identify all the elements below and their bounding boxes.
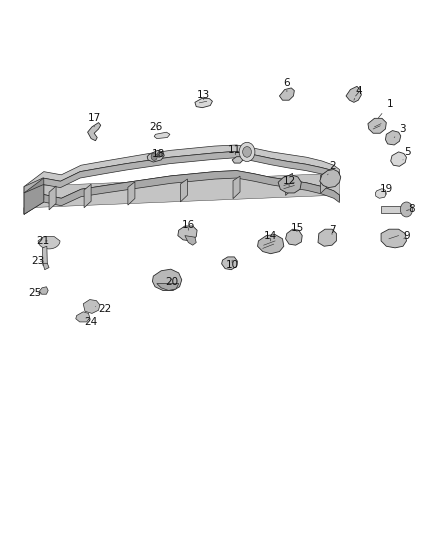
- Polygon shape: [24, 145, 339, 193]
- Polygon shape: [24, 178, 44, 214]
- Circle shape: [400, 202, 413, 217]
- Circle shape: [151, 153, 157, 160]
- Text: 25: 25: [28, 288, 42, 298]
- Polygon shape: [84, 184, 91, 208]
- Polygon shape: [391, 152, 406, 166]
- Text: 3: 3: [394, 124, 406, 138]
- Polygon shape: [286, 173, 293, 196]
- Polygon shape: [178, 226, 197, 241]
- Polygon shape: [147, 150, 164, 162]
- Polygon shape: [83, 300, 100, 313]
- Polygon shape: [321, 172, 328, 193]
- Text: 2: 2: [328, 161, 336, 175]
- Polygon shape: [157, 284, 179, 290]
- Text: 23: 23: [31, 256, 44, 266]
- Text: 18: 18: [152, 149, 165, 158]
- Polygon shape: [278, 175, 301, 193]
- Polygon shape: [286, 229, 302, 245]
- Text: 19: 19: [380, 184, 393, 195]
- Text: 17: 17: [88, 114, 101, 127]
- Polygon shape: [385, 131, 401, 145]
- Polygon shape: [346, 86, 361, 102]
- Text: 4: 4: [354, 86, 362, 100]
- Polygon shape: [180, 179, 187, 202]
- Circle shape: [239, 142, 255, 161]
- Polygon shape: [258, 235, 284, 254]
- Polygon shape: [152, 269, 182, 290]
- Circle shape: [243, 147, 251, 157]
- Polygon shape: [222, 257, 237, 270]
- Polygon shape: [318, 229, 336, 246]
- Polygon shape: [24, 171, 339, 214]
- Text: 10: 10: [226, 260, 239, 270]
- Text: 12: 12: [283, 176, 296, 187]
- Polygon shape: [279, 88, 294, 100]
- Polygon shape: [233, 176, 240, 199]
- Text: 11: 11: [228, 146, 241, 155]
- Polygon shape: [375, 189, 386, 198]
- Text: 1: 1: [378, 99, 393, 118]
- Text: 8: 8: [406, 204, 415, 214]
- Polygon shape: [232, 157, 243, 163]
- Polygon shape: [381, 206, 406, 213]
- Polygon shape: [43, 263, 49, 270]
- Text: 21: 21: [36, 236, 49, 246]
- Text: 24: 24: [85, 318, 98, 327]
- Polygon shape: [320, 169, 341, 188]
- Text: 20: 20: [165, 278, 178, 287]
- Polygon shape: [76, 312, 90, 322]
- Polygon shape: [381, 229, 406, 248]
- Polygon shape: [185, 236, 196, 245]
- Polygon shape: [24, 171, 339, 214]
- Text: 9: 9: [403, 231, 410, 240]
- Text: 7: 7: [328, 225, 336, 235]
- Text: 22: 22: [95, 304, 112, 314]
- Polygon shape: [24, 173, 339, 208]
- Polygon shape: [38, 237, 60, 249]
- Text: 15: 15: [290, 223, 304, 233]
- Polygon shape: [154, 132, 170, 139]
- Text: 16: 16: [182, 220, 195, 230]
- Text: 14: 14: [264, 231, 277, 241]
- Polygon shape: [39, 287, 48, 294]
- Circle shape: [157, 152, 162, 157]
- Polygon shape: [24, 151, 339, 193]
- Polygon shape: [368, 118, 386, 133]
- Polygon shape: [42, 246, 47, 265]
- Text: 6: 6: [283, 78, 290, 92]
- Polygon shape: [49, 186, 56, 210]
- Polygon shape: [195, 99, 212, 108]
- Polygon shape: [128, 182, 135, 205]
- Text: 13: 13: [197, 90, 210, 100]
- Polygon shape: [24, 184, 44, 214]
- Text: 5: 5: [403, 147, 411, 160]
- Polygon shape: [88, 123, 101, 141]
- Text: 26: 26: [149, 122, 162, 132]
